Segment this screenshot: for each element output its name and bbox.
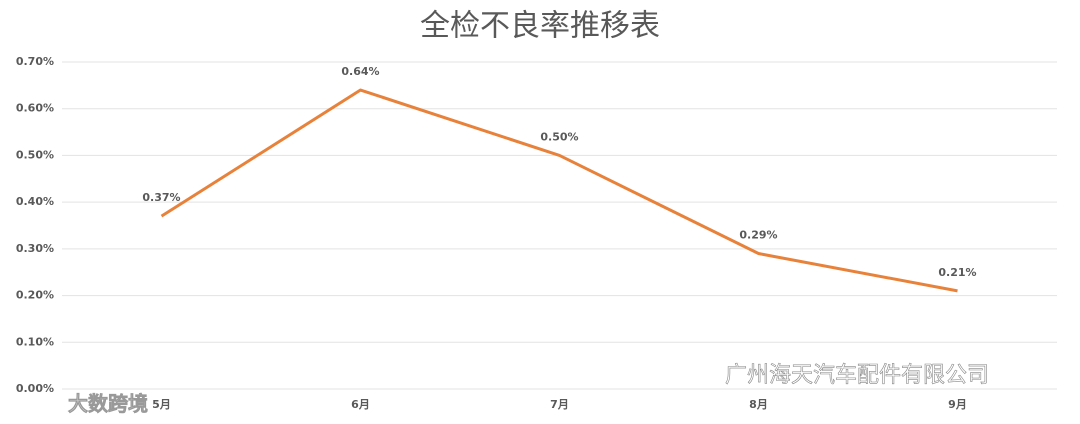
data-label: 0.50% bbox=[540, 130, 578, 143]
y-tick-label: 0.10% bbox=[16, 335, 54, 348]
chart-title: 全检不良率推移表 bbox=[420, 9, 660, 44]
x-tick-label: 7月 bbox=[550, 398, 569, 411]
x-tick-label: 5月 bbox=[152, 398, 171, 411]
watermark: 大数跨境 bbox=[68, 392, 148, 416]
watermark: 广州海天汽车配件有限公司 bbox=[725, 363, 989, 388]
data-line bbox=[160, 88, 958, 293]
x-tick-label: 9月 bbox=[948, 398, 967, 411]
data-label: 0.29% bbox=[739, 229, 777, 242]
y-tick-label: 0.20% bbox=[16, 289, 54, 302]
y-tick-label: 0.70% bbox=[16, 55, 54, 68]
data-label: 0.64% bbox=[341, 65, 379, 78]
x-tick-label: 6月 bbox=[351, 398, 370, 411]
y-tick-label: 0.30% bbox=[16, 242, 54, 255]
x-tick-label: 8月 bbox=[749, 398, 768, 411]
data-label: 0.37% bbox=[142, 191, 180, 204]
y-tick-label: 0.50% bbox=[16, 148, 54, 161]
y-tick-label: 0.00% bbox=[16, 382, 54, 395]
y-tick-label: 0.60% bbox=[16, 102, 54, 115]
data-label: 0.21% bbox=[938, 266, 976, 279]
y-tick-label: 0.40% bbox=[16, 195, 54, 208]
